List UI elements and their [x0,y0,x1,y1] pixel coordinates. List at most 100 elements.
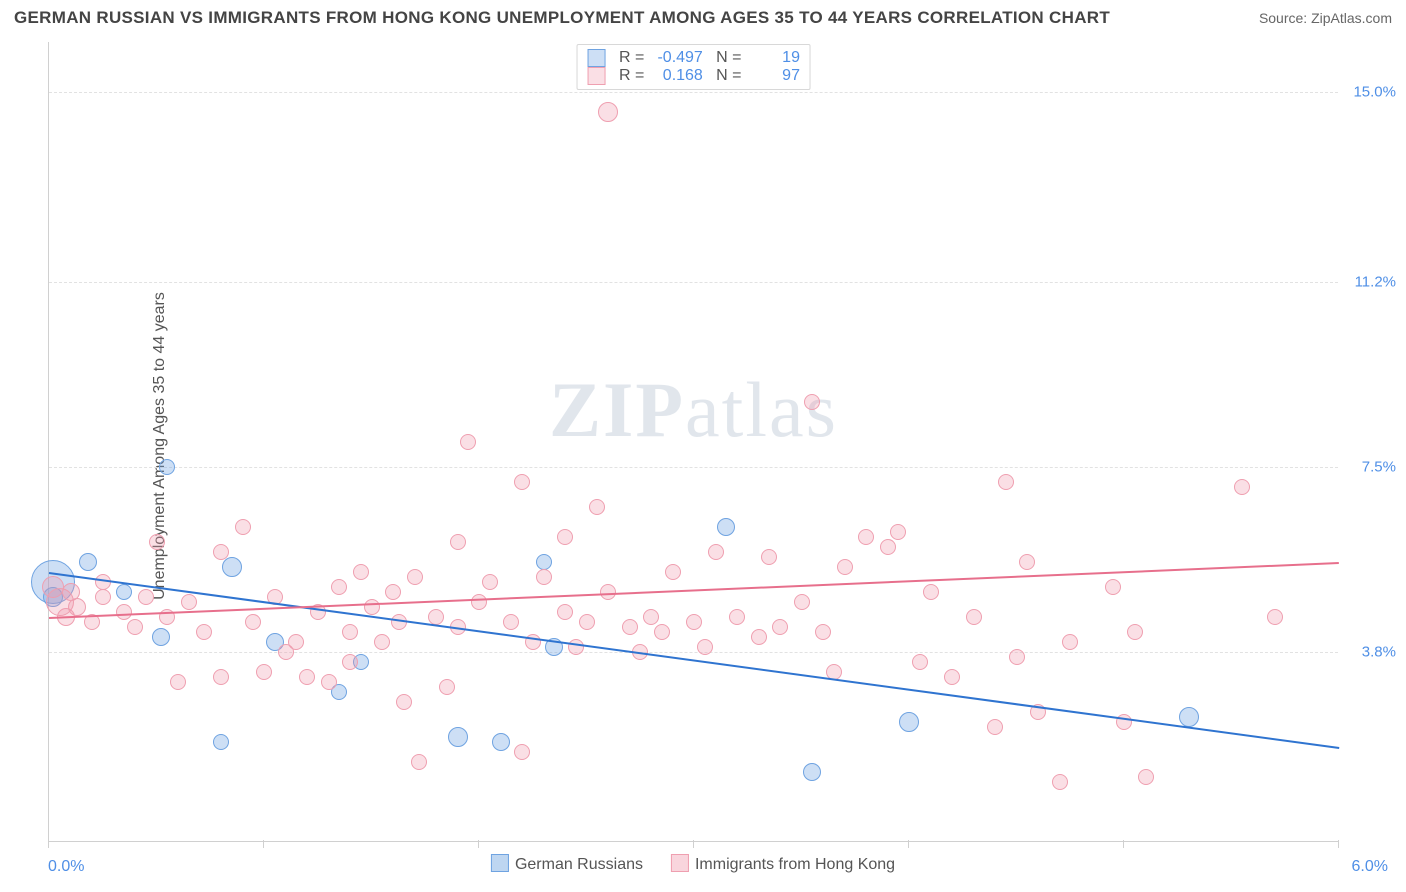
chart-title: GERMAN RUSSIAN VS IMMIGRANTS FROM HONG K… [14,8,1110,28]
data-point [761,549,777,565]
data-point [256,664,272,680]
data-point [299,669,315,685]
data-point [1179,707,1199,727]
data-point [654,624,670,640]
data-point [708,544,724,560]
data-point [837,559,853,575]
data-point [1062,634,1078,650]
data-point [998,474,1014,490]
data-point [729,609,745,625]
data-point [116,584,132,600]
data-point [1009,649,1025,665]
data-point [213,669,229,685]
gridline [49,467,1338,468]
gridline [49,652,1338,653]
data-point [589,499,605,515]
data-point [235,519,251,535]
data-point [804,394,820,410]
data-point [460,434,476,450]
data-point [321,674,337,690]
data-point [794,594,810,610]
data-point [1105,579,1121,595]
data-point [116,604,132,620]
x-axis: 0.0% German RussiansImmigrants from Hong… [48,848,1338,888]
x-tick [48,840,49,848]
y-tick-label: 11.2% [1344,274,1396,291]
legend-swatch-icon [587,67,605,85]
data-point [245,614,261,630]
data-point [568,639,584,655]
data-point [492,733,510,751]
source-attribution: Source: ZipAtlas.com [1259,10,1392,26]
data-point [196,624,212,640]
legend-stats: R = 0.168 N = 97 [619,67,800,85]
data-point [374,634,390,650]
x-tick [1338,840,1339,848]
data-point [686,614,702,630]
data-point [643,609,659,625]
data-point [213,544,229,560]
data-point [407,569,423,585]
data-point [557,604,573,620]
data-point [68,598,86,616]
data-point [288,634,304,650]
data-point [514,474,530,490]
data-point [579,614,595,630]
data-point [557,529,573,545]
watermark-text: ZIPatlas [549,365,838,455]
data-point [353,564,369,580]
data-point [1052,774,1068,790]
data-point [448,727,468,747]
data-point [411,754,427,770]
data-point [450,534,466,550]
data-point [923,584,939,600]
data-point [170,674,186,690]
data-point [439,679,455,695]
data-point [1127,624,1143,640]
data-point [751,629,767,645]
gridline [49,282,1338,283]
correlation-legend: R = -0.497 N = 19R = 0.168 N = 97 [576,44,811,90]
legend-item: German Russians [491,854,643,874]
data-point [152,628,170,646]
data-point [331,579,347,595]
y-tick-label: 3.8% [1344,644,1396,661]
data-point [95,589,111,605]
y-tick-label: 15.0% [1344,84,1396,101]
data-point [622,619,638,635]
data-point [880,539,896,555]
data-point [159,459,175,475]
data-point [697,639,713,655]
data-point [665,564,681,580]
data-point [1234,479,1250,495]
data-point [385,584,401,600]
x-tick [693,840,694,848]
data-point [966,609,982,625]
y-tick-label: 7.5% [1344,459,1396,476]
data-point [127,619,143,635]
data-point [181,594,197,610]
data-point [536,554,552,570]
x-tick [478,840,479,848]
gridline [49,92,1338,93]
data-point [149,534,165,550]
data-point [1267,609,1283,625]
data-point [482,574,498,590]
x-tick [908,840,909,848]
data-point [912,654,928,670]
legend-row: R = -0.497 N = 19 [587,49,800,67]
x-tick [263,840,264,848]
data-point [858,529,874,545]
legend-swatch-icon [587,49,605,67]
data-point [598,102,618,122]
data-point [514,744,530,760]
legend-row: R = 0.168 N = 97 [587,67,800,85]
legend-item: Immigrants from Hong Kong [671,854,895,874]
data-point [987,719,1003,735]
data-point [428,609,444,625]
x-axis-max-label: 6.0% [1352,858,1388,876]
data-point [79,553,97,571]
data-point [803,763,821,781]
legend-swatch-icon [491,854,509,872]
data-point [222,557,242,577]
